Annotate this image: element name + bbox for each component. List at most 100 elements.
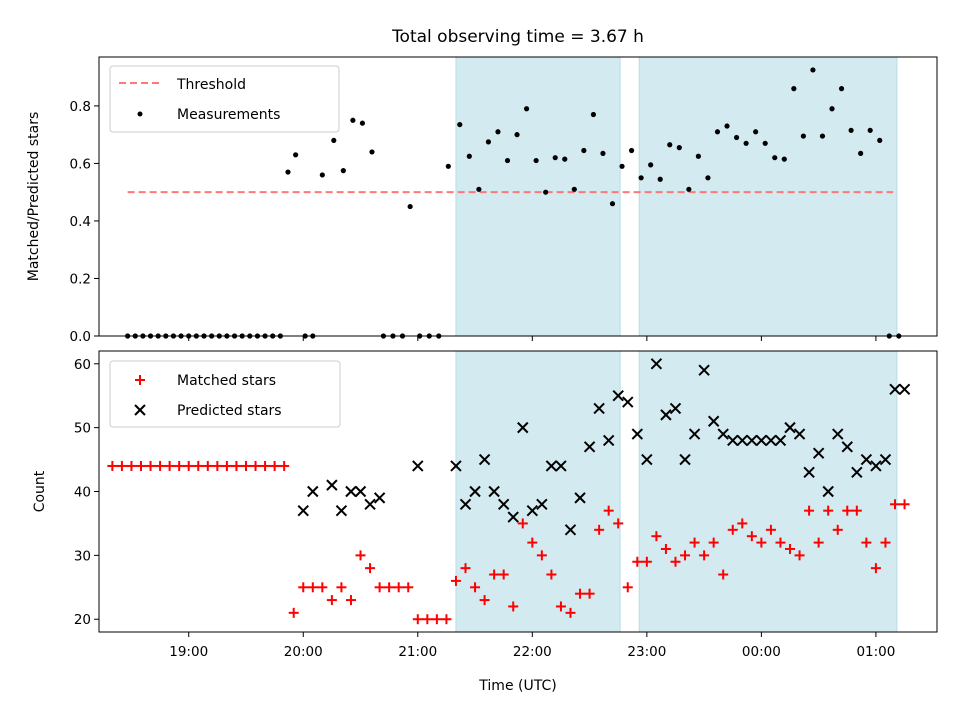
matched-star-point bbox=[823, 505, 834, 516]
matched-star-point bbox=[479, 595, 490, 606]
y-tick-label: 50 bbox=[74, 421, 91, 437]
matched-star-point bbox=[279, 460, 290, 471]
measurement-point bbox=[407, 203, 413, 210]
x-tick-label: 01:00 bbox=[856, 644, 895, 660]
predicted-star-point bbox=[526, 504, 539, 517]
predicted-star-point bbox=[717, 428, 729, 440]
matched-star-point bbox=[431, 614, 442, 625]
axes-bottom: 20 30 40 50 60 19:00 20:00 21:00 22:00 23:00 00:00… bbox=[74, 357, 896, 660]
predicted-star-point bbox=[497, 498, 510, 510]
matched-star-point bbox=[260, 460, 271, 471]
matched-star-point bbox=[832, 524, 843, 535]
measurement-point bbox=[543, 189, 549, 195]
matched-star-point bbox=[145, 460, 156, 471]
predicted-star-point bbox=[774, 434, 787, 447]
measurement-point bbox=[619, 163, 625, 169]
matched-star-point bbox=[212, 460, 223, 471]
matched-star-point bbox=[746, 531, 757, 542]
predicted-star-point bbox=[564, 524, 577, 536]
predicted-star-point bbox=[793, 428, 806, 440]
x-axis-label: Time (UTC) bbox=[478, 678, 556, 694]
matched-star-point bbox=[851, 505, 862, 516]
predicted-star-point bbox=[297, 504, 309, 517]
predicted-star-point bbox=[326, 479, 338, 491]
matched-star-point bbox=[202, 460, 213, 471]
legend-plus-marker bbox=[135, 375, 145, 385]
measurement-point bbox=[705, 175, 711, 181]
predicted-star-point bbox=[870, 460, 882, 472]
predicted-star-point bbox=[536, 498, 548, 510]
matched-star-point bbox=[193, 460, 204, 471]
predicted-star-point bbox=[860, 453, 873, 466]
predicted-star-point bbox=[679, 453, 691, 466]
shaded-regions bbox=[455, 56, 898, 337]
matched-star-point bbox=[470, 582, 481, 593]
matched-star-point bbox=[298, 582, 309, 593]
predicted-star-point bbox=[851, 466, 863, 479]
matched-star-point bbox=[718, 569, 729, 580]
matched-star-point bbox=[450, 575, 461, 586]
measurement-point bbox=[628, 147, 635, 154]
predicted-star-point bbox=[345, 485, 357, 498]
predicted-star-point bbox=[841, 441, 853, 453]
matched-star-point bbox=[670, 556, 681, 567]
predicted-star-point bbox=[832, 428, 844, 440]
predicted-star-point bbox=[698, 364, 710, 376]
measurement-point bbox=[293, 152, 299, 158]
plot-frame-top bbox=[98, 56, 938, 337]
shaded-interval bbox=[455, 350, 621, 633]
matched-star-point bbox=[498, 569, 509, 580]
matched-star-point bbox=[613, 518, 624, 529]
predicted-star-point bbox=[478, 453, 491, 466]
matched-star-point bbox=[116, 460, 127, 471]
predicted-star-point bbox=[889, 383, 901, 396]
predicted-star-point bbox=[602, 434, 615, 447]
measurement-point bbox=[514, 132, 520, 138]
legend-box bbox=[109, 360, 341, 428]
measurement-point bbox=[867, 127, 873, 133]
legend-predicted-swatch bbox=[134, 404, 146, 416]
x-tick-label: 23:00 bbox=[627, 644, 666, 660]
y-tick-label: 20 bbox=[74, 612, 91, 628]
legend-cross-marker bbox=[134, 404, 146, 416]
measurement-point bbox=[523, 106, 530, 112]
matched-star-point bbox=[135, 460, 146, 471]
x-tick-label: 22:00 bbox=[513, 644, 552, 660]
matched-star-point bbox=[622, 582, 633, 593]
predicted-star-point bbox=[612, 389, 624, 402]
predicted-star-point bbox=[669, 402, 682, 415]
matched-star-point bbox=[126, 460, 137, 471]
measurement-point bbox=[819, 133, 826, 139]
predicted-star-point bbox=[822, 485, 834, 498]
legend-measurement-swatch bbox=[137, 111, 143, 117]
matched-star-point bbox=[174, 460, 185, 471]
predicted-star-point bbox=[660, 409, 672, 421]
measurement-point bbox=[772, 155, 778, 161]
measurement-point bbox=[676, 145, 682, 151]
matched-star-point bbox=[374, 582, 385, 593]
legend-measurement-label: Measurements bbox=[177, 107, 280, 123]
matched-star-point bbox=[594, 524, 605, 535]
predicted-star-point bbox=[307, 485, 319, 498]
measurement-point bbox=[495, 129, 501, 135]
matched-star-point bbox=[107, 460, 118, 471]
matched-star-point bbox=[393, 582, 404, 593]
measurement-point bbox=[533, 157, 539, 164]
measurement-point bbox=[590, 111, 597, 118]
matched-star-point bbox=[231, 460, 242, 471]
matched-star-point bbox=[345, 595, 356, 606]
measurement-point bbox=[340, 168, 346, 174]
matched-star-point bbox=[689, 537, 700, 548]
measurement-point bbox=[858, 150, 864, 156]
matched-star-point bbox=[765, 524, 776, 535]
measurement-point bbox=[714, 129, 721, 135]
matched-star-point bbox=[403, 582, 414, 593]
matched-star-point bbox=[785, 543, 796, 554]
x-tick-label: 21:00 bbox=[398, 644, 437, 660]
measurement-point bbox=[581, 147, 587, 154]
legend-box bbox=[109, 65, 340, 133]
predicted-star-point bbox=[469, 485, 481, 498]
predicted-star-point bbox=[765, 434, 777, 447]
predicted-star-point bbox=[650, 358, 663, 370]
predicted-star-point bbox=[622, 396, 634, 408]
